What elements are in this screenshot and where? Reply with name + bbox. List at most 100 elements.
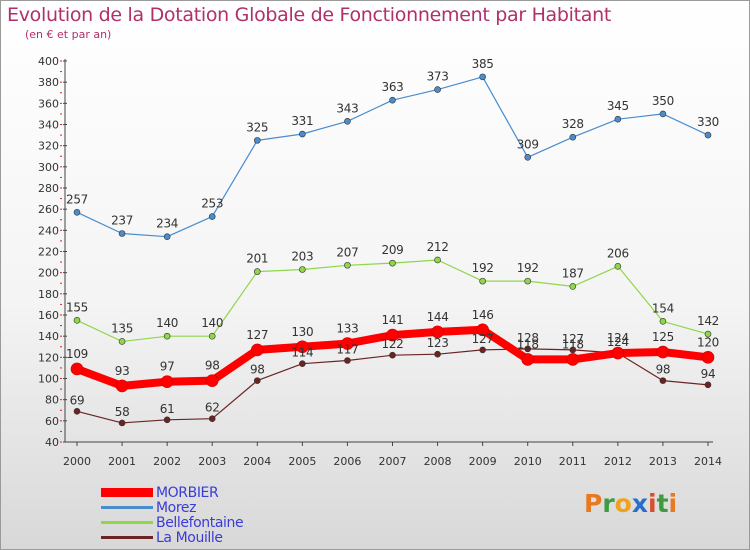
data-point	[344, 357, 351, 364]
legend-item: La Mouille	[101, 529, 243, 546]
data-label: 373	[427, 70, 449, 84]
data-label: 140	[156, 316, 178, 330]
legend-swatch	[101, 488, 153, 497]
x-tick-label: 2003	[198, 455, 226, 468]
data-label: 154	[652, 301, 674, 315]
legend-swatch	[101, 506, 153, 509]
data-label: 93	[115, 364, 130, 378]
data-point	[569, 133, 577, 141]
legend-label: La Mouille	[156, 529, 223, 546]
data-label: 135	[111, 321, 133, 335]
data-label: 343	[336, 101, 358, 115]
data-label: 257	[66, 192, 88, 206]
data-point	[253, 377, 261, 384]
data-label: 127	[246, 328, 268, 342]
data-label: 125	[652, 330, 674, 344]
data-point	[70, 362, 84, 376]
legend-item: Morez	[101, 500, 243, 516]
data-point	[614, 263, 622, 270]
y-tick-label: 340	[38, 119, 59, 132]
logo-letter: x	[631, 489, 648, 518]
data-label: 237	[111, 214, 133, 228]
y-tick-label: 200	[38, 267, 59, 280]
y-tick-label: 120	[38, 351, 59, 364]
data-point	[73, 316, 81, 324]
data-label: 385	[472, 57, 494, 71]
data-point	[434, 86, 441, 93]
legend-swatch	[101, 536, 153, 539]
data-point	[521, 353, 535, 366]
data-label: 325	[246, 120, 268, 134]
y-tick-label: 320	[38, 140, 59, 153]
data-label: 109	[66, 347, 88, 361]
data-label: 144	[427, 310, 449, 324]
data-label: 363	[381, 80, 403, 94]
data-point	[431, 325, 444, 339]
logo-letter: t	[656, 489, 669, 518]
data-label: 142	[697, 314, 719, 328]
data-point	[73, 408, 81, 415]
x-tick-label: 2009	[469, 455, 497, 468]
data-point	[344, 118, 351, 125]
x-tick-label: 2007	[379, 455, 407, 468]
data-point	[253, 268, 261, 275]
data-label: 146	[472, 308, 494, 322]
data-point	[611, 346, 625, 360]
data-label: 207	[336, 245, 358, 259]
data-label: 130	[291, 325, 313, 339]
legend-swatch	[101, 521, 153, 524]
data-point	[434, 256, 441, 264]
logo-letter: i	[668, 489, 678, 518]
data-label: 234	[156, 217, 178, 231]
y-tick-label: 260	[38, 203, 59, 216]
data-point	[479, 277, 486, 285]
data-label: 124	[607, 331, 629, 345]
y-tick-label: 220	[38, 246, 59, 259]
data-point	[115, 379, 129, 393]
data-label: 62	[205, 401, 220, 415]
data-label: 206	[607, 246, 629, 260]
data-label: 203	[291, 249, 313, 263]
data-label: 127	[472, 332, 494, 346]
x-tick-label: 2012	[604, 455, 632, 468]
data-label: 118	[562, 337, 584, 351]
data-label: 97	[160, 360, 175, 374]
legend-item: Bellefontaine	[101, 515, 244, 531]
data-point	[524, 277, 532, 285]
y-tick-label: 40	[45, 436, 59, 449]
data-label: 212	[427, 240, 449, 254]
data-label: 118	[517, 337, 539, 351]
data-point	[704, 330, 712, 338]
data-point	[704, 131, 712, 139]
data-point	[73, 209, 81, 216]
data-point	[659, 318, 667, 325]
data-point	[341, 337, 354, 350]
data-point	[253, 137, 261, 144]
data-point	[476, 323, 489, 337]
y-tick-label: 160	[38, 309, 59, 322]
data-label: 117	[336, 343, 358, 357]
y-tick-label: 280	[38, 182, 59, 195]
logo-letter: P	[584, 489, 603, 518]
data-label: 61	[160, 402, 175, 416]
data-point	[386, 328, 399, 342]
data-label: 128	[517, 331, 539, 345]
data-point	[389, 96, 396, 104]
data-point	[614, 115, 622, 123]
chart-title: Evolution de la Dotation Globale de Fonc…	[7, 4, 612, 26]
data-point	[434, 350, 441, 358]
data-label: 123	[427, 336, 449, 350]
data-point	[524, 345, 532, 353]
data-label: 140	[201, 316, 223, 330]
data-label: 114	[291, 346, 313, 360]
data-point	[250, 343, 264, 357]
data-label: 328	[562, 117, 584, 131]
data-point	[296, 340, 309, 354]
y-tick-label: 100	[38, 373, 59, 386]
data-point	[208, 213, 216, 220]
data-point	[479, 73, 486, 81]
data-label: 98	[205, 359, 220, 373]
y-tick-label: 240	[38, 224, 59, 237]
data-label: 330	[697, 115, 719, 129]
x-tick-label: 2004	[243, 455, 271, 468]
